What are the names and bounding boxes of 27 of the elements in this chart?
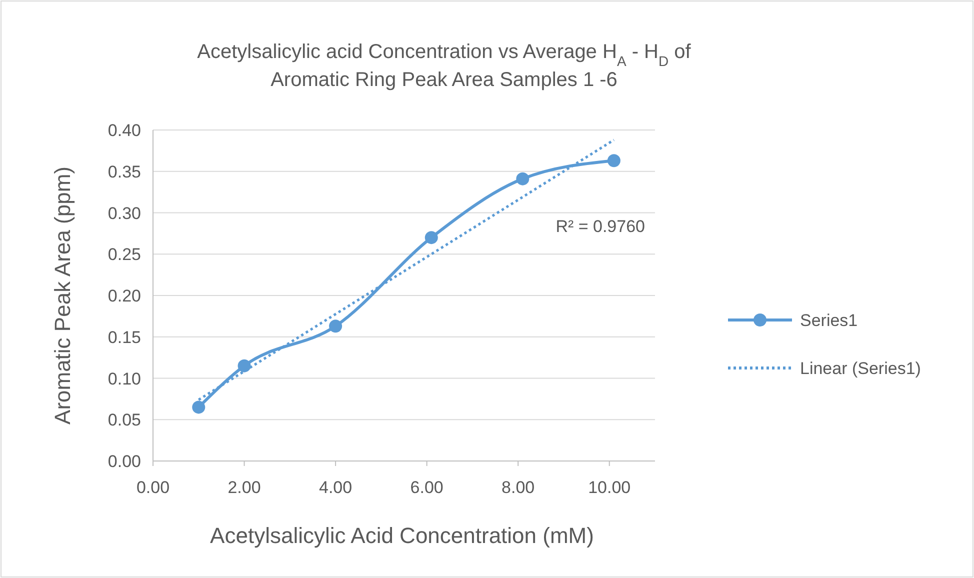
y-tick-label: 0.15 bbox=[108, 328, 141, 347]
y-tick-label: 0.25 bbox=[108, 245, 141, 264]
annotation: R² = 0.9760 bbox=[556, 217, 645, 236]
x-tick-label: 10.00 bbox=[588, 478, 631, 497]
x-tick-label: 0.00 bbox=[136, 478, 170, 497]
point bbox=[192, 400, 206, 414]
chart-title: Acetylsalicylic acid Concentration vs Average H$_{A}$ - H$_{D}$ of Aromatic Ring Peak Area Samples 1 -6 bbox=[197, 41, 691, 91]
y-axis-title: Aromatic Peak Area (ppm) bbox=[50, 166, 75, 424]
y-tick-label: 0.05 bbox=[108, 410, 141, 430]
y-tick-label: 0.20 bbox=[108, 286, 141, 306]
x-tick-label: 6.00 bbox=[410, 478, 444, 497]
y-tick-label: 0.40 bbox=[108, 121, 141, 140]
point bbox=[329, 320, 342, 333]
y-tick-label: 0.10 bbox=[108, 369, 141, 388]
y-tick-label: 0.30 bbox=[108, 204, 141, 223]
x-tick-label: 4.00 bbox=[319, 478, 352, 497]
point bbox=[424, 231, 438, 244]
point bbox=[607, 154, 620, 168]
legend-label: Linear (Series1) bbox=[800, 359, 921, 378]
y-tick-label: 0.00 bbox=[108, 452, 141, 471]
x-axis-title: Acetylsalicylic Acid Concentration (mM) bbox=[210, 523, 594, 548]
legend-label: Series1 bbox=[800, 311, 858, 330]
point bbox=[238, 359, 251, 372]
x-tick-label: 2.00 bbox=[228, 478, 261, 497]
point bbox=[516, 172, 530, 186]
y-tick-label: 0.35 bbox=[108, 162, 141, 182]
x-tick-label: 8.00 bbox=[502, 478, 535, 497]
